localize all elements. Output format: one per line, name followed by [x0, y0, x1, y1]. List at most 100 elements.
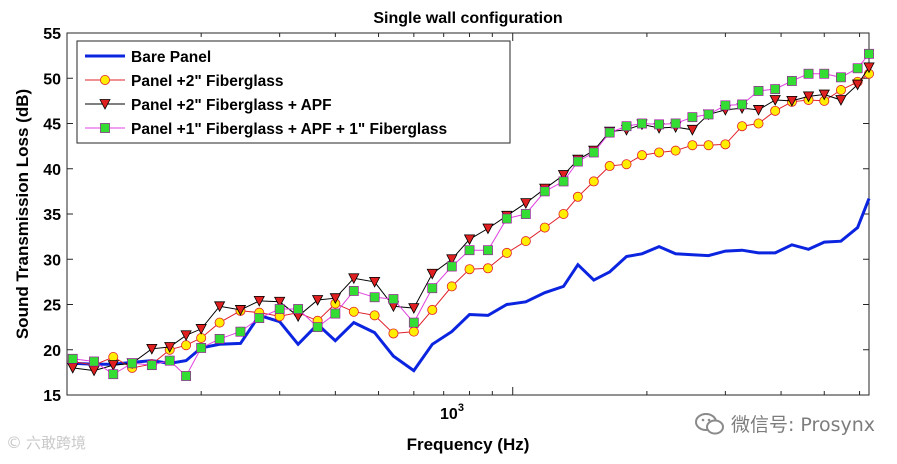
data-point: [427, 304, 438, 315]
data-point: [235, 326, 246, 337]
series-line-1: [72, 73, 870, 369]
data-point: [214, 317, 225, 328]
data-point: [253, 295, 265, 307]
data-point: [464, 245, 475, 256]
data-point: [588, 147, 599, 158]
data-point: [312, 322, 323, 333]
data-point: [558, 176, 569, 187]
data-point: [369, 292, 380, 303]
data-point: [654, 119, 664, 130]
data-point: [348, 286, 359, 296]
series-0: [72, 198, 871, 373]
data-point: [687, 112, 698, 123]
data-point: [446, 261, 457, 272]
x-tick-label-1000: 103: [440, 402, 464, 423]
data-point: [852, 63, 863, 74]
data-point: [348, 306, 359, 317]
y-tick-label: 15: [43, 388, 61, 405]
data-point: [520, 198, 532, 209]
data-point: [234, 305, 247, 316]
data-point: [863, 62, 875, 74]
data-point: [254, 313, 265, 323]
data-point: [770, 105, 781, 116]
y-axis-label: Sound Transmission Loss (dB): [13, 89, 32, 339]
data-point: [818, 89, 830, 101]
legend-swatch-marker: [100, 123, 110, 133]
data-point: [463, 234, 476, 246]
data-point: [753, 118, 764, 129]
data-point: [572, 191, 583, 202]
brand-logo-icon: ©: [6, 433, 22, 452]
data-point: [67, 353, 78, 364]
y-tick-label: 30: [43, 252, 61, 269]
data-point: [819, 68, 830, 79]
data-point: [213, 301, 226, 313]
data-point: [670, 145, 681, 156]
x-axis-ticks: 103: [66, 33, 861, 423]
series-line-3: [72, 53, 870, 377]
data-point: [427, 283, 438, 294]
data-point: [588, 176, 599, 187]
data-point: [557, 170, 570, 181]
data-point: [426, 268, 438, 280]
data-point: [408, 303, 420, 314]
data-point: [146, 360, 157, 371]
data-point: [164, 342, 176, 353]
data-point: [483, 245, 493, 256]
data-point: [835, 95, 847, 106]
series-line-2: [72, 67, 870, 372]
data-point: [637, 118, 647, 129]
data-point: [836, 72, 846, 83]
data-point: [604, 161, 615, 172]
data-point: [181, 371, 191, 381]
data-point: [180, 330, 192, 342]
data-point: [388, 294, 399, 304]
data-point: [604, 127, 615, 138]
data-point: [520, 209, 531, 219]
data-point: [446, 254, 458, 266]
data-point: [108, 369, 119, 380]
data-point: [737, 121, 748, 132]
data-point: [446, 281, 457, 292]
data-point: [752, 105, 765, 116]
chart-title: Single wall configuration: [373, 10, 562, 27]
data-point: [802, 91, 815, 103]
data-point: [753, 86, 764, 96]
data-point: [195, 324, 207, 335]
data-point: [864, 48, 874, 59]
data-point: [558, 208, 569, 219]
y-tick-label: 40: [43, 162, 61, 179]
legend-label: Bare Panel: [131, 49, 211, 66]
y-tick-label: 50: [43, 71, 61, 88]
data-point: [720, 100, 731, 111]
data-point: [196, 343, 207, 353]
x-axis-label: Frequency (Hz): [407, 435, 530, 454]
data-point: [107, 360, 119, 371]
data-point: [273, 296, 286, 308]
data-point: [770, 84, 781, 95]
wechat-icon: [694, 412, 725, 436]
data-point: [293, 304, 304, 314]
data-point: [654, 147, 665, 158]
data-point: [737, 99, 747, 110]
y-axis-ticks: 15 20 25 30 35 40 45 50 55: [43, 26, 869, 405]
data-point: [501, 213, 512, 224]
watermark-wechat: 微信号: Prosynx: [694, 410, 875, 437]
data-point: [127, 358, 138, 369]
data-point: [408, 326, 419, 337]
x-tick-exponent: 3: [458, 402, 464, 414]
data-point: [621, 121, 632, 132]
data-point: [164, 355, 175, 366]
data-point: [703, 109, 714, 120]
legend-label: Panel +1" Fiberglass + APF + 1" Fibergla…: [131, 121, 447, 138]
data-point: [214, 333, 225, 344]
legend: Bare Panel Panel +2" Fiberglass Panel +2" …: [76, 40, 511, 144]
watermark-right-text: 微信号: Prosynx: [730, 414, 875, 436]
data-point: [388, 328, 399, 339]
data-point: [621, 159, 632, 170]
legend-label: Panel +2" Fiberglass: [131, 73, 284, 90]
data-point: [482, 223, 494, 235]
legend-swatch-marker: [99, 99, 111, 110]
watermark-left-text: 六敢跨境: [26, 434, 87, 452]
